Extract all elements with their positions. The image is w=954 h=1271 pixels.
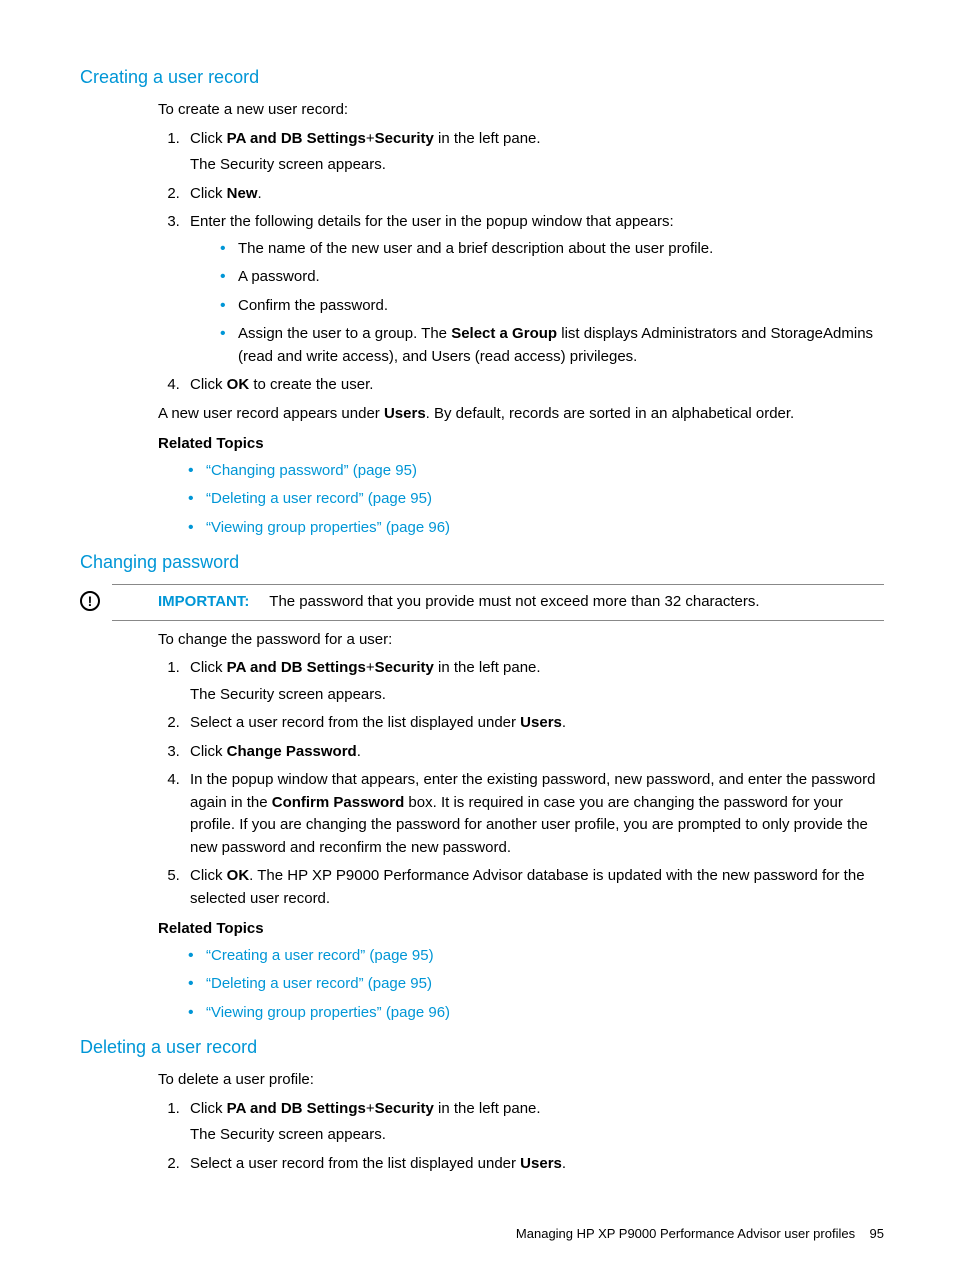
step-bullet-list: The name of the new user and a brief des… [190, 238, 884, 369]
related-topics-heading: Related Topics [158, 918, 884, 941]
step-text: Click PA and DB Settings+Security in the… [190, 1098, 884, 1121]
create-intro: To create a new user record: [158, 99, 884, 122]
step-subtext: The Security screen appears. [190, 154, 884, 177]
step-item: Click OK to create the user. [184, 374, 884, 397]
step-subtext: The Security screen appears. [190, 1124, 884, 1147]
change-related-list: “Creating a user record” (page 95) “Delet… [158, 945, 884, 1025]
step-text: Enter the following details for the user… [190, 211, 884, 234]
page-container: Creating a user record To create a new u… [0, 0, 954, 1271]
bullet-item: Confirm the password. [220, 295, 884, 318]
cross-reference-link[interactable]: “Changing password” (page 95) [206, 462, 417, 479]
change-steps: Click PA and DB Settings+Security in the… [158, 657, 884, 910]
step-item: In the popup window that appears, enter … [184, 769, 884, 859]
step-subtext: The Security screen appears. [190, 684, 884, 707]
bullet-item: A password. [220, 266, 884, 289]
create-after: A new user record appears under Users. B… [158, 403, 884, 426]
step-item: Click Change Password. [184, 741, 884, 764]
list-item[interactable]: “Deleting a user record” (page 95) [188, 973, 884, 996]
step-text: Click New. [190, 183, 884, 206]
cross-reference-link[interactable]: “Deleting a user record” (page 95) [206, 490, 432, 507]
cross-reference-link[interactable]: “Creating a user record” (page 95) [206, 947, 434, 964]
cross-reference-link[interactable]: “Viewing group properties” (page 96) [206, 1004, 450, 1021]
change-intro: To change the password for a user: [158, 629, 884, 652]
delete-steps: Click PA and DB Settings+Security in the… [158, 1098, 884, 1176]
step-text: Click PA and DB Settings+Security in the… [190, 657, 884, 680]
related-topics-heading: Related Topics [158, 433, 884, 456]
bullet-item: The name of the new user and a brief des… [220, 238, 884, 261]
step-text: Click OK. The HP XP P9000 Performance Ad… [190, 865, 884, 910]
section-create-body: To create a new user record: Click PA an… [158, 99, 884, 539]
section-change-body: To change the password for a user: Click… [158, 629, 884, 1025]
step-item: Click PA and DB Settings+Security in the… [184, 128, 884, 177]
list-item[interactable]: “Changing password” (page 95) [188, 460, 884, 483]
step-text: Select a user record from the list displ… [190, 1153, 884, 1176]
footer-page-number: 95 [870, 1226, 884, 1241]
heading-deleting-user-record: Deleting a user record [80, 1034, 884, 1061]
step-item: Click New. [184, 183, 884, 206]
step-item: Click PA and DB Settings+Security in the… [184, 1098, 884, 1147]
delete-intro: To delete a user profile: [158, 1069, 884, 1092]
heading-creating-user-record: Creating a user record [80, 64, 884, 91]
list-item[interactable]: “Creating a user record” (page 95) [188, 945, 884, 968]
page-footer: Managing HP XP P9000 Performance Advisor… [516, 1224, 884, 1244]
create-steps: Click PA and DB Settings+Security in the… [158, 128, 884, 397]
step-item: Enter the following details for the user… [184, 211, 884, 368]
footer-text: Managing HP XP P9000 Performance Advisor… [516, 1226, 855, 1241]
bullet-item: Assign the user to a group. The Select a… [220, 323, 884, 368]
step-text: In the popup window that appears, enter … [190, 769, 884, 859]
list-item[interactable]: “Viewing group properties” (page 96) [188, 1002, 884, 1025]
step-text: Click OK to create the user. [190, 374, 884, 397]
step-item: Click OK. The HP XP P9000 Performance Ad… [184, 865, 884, 910]
section-delete-body: To delete a user profile: Click PA and D… [158, 1069, 884, 1175]
step-item: Click PA and DB Settings+Security in the… [184, 657, 884, 706]
step-text: Click PA and DB Settings+Security in the… [190, 128, 884, 151]
list-item[interactable]: “Deleting a user record” (page 95) [188, 488, 884, 511]
important-note: ! IMPORTANT: The password that you provi… [112, 584, 884, 621]
cross-reference-link[interactable]: “Deleting a user record” (page 95) [206, 975, 432, 992]
step-text: Click Change Password. [190, 741, 884, 764]
important-icon: ! [80, 591, 100, 611]
step-item: Select a user record from the list displ… [184, 1153, 884, 1176]
step-text: Select a user record from the list displ… [190, 712, 884, 735]
step-item: Select a user record from the list displ… [184, 712, 884, 735]
important-label: IMPORTANT: [158, 593, 249, 610]
cross-reference-link[interactable]: “Viewing group properties” (page 96) [206, 519, 450, 536]
list-item[interactable]: “Viewing group properties” (page 96) [188, 517, 884, 540]
heading-changing-password: Changing password [80, 549, 884, 576]
important-text: The password that you provide must not e… [269, 593, 759, 610]
create-related-list: “Changing password” (page 95) “Deleting a… [158, 460, 884, 540]
